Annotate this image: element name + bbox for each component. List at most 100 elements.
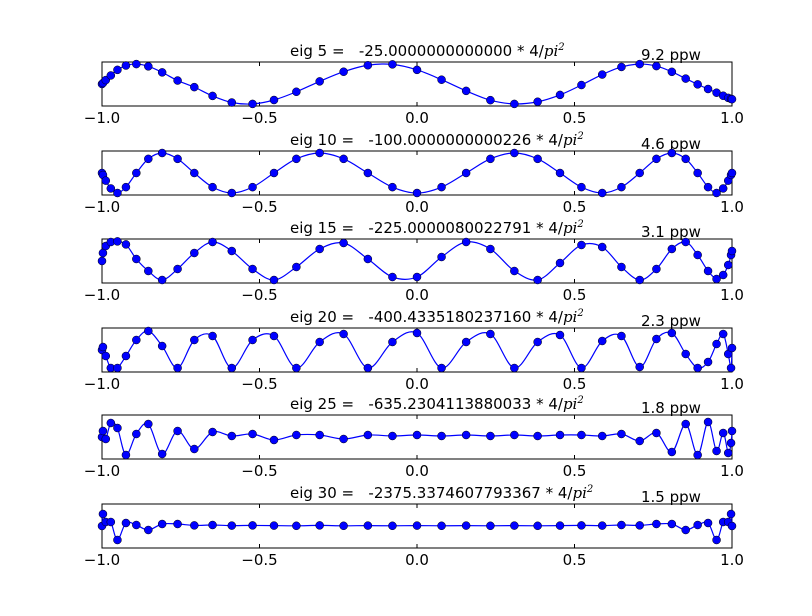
title-math: pi	[563, 395, 578, 413]
x-tick-label: 0.0	[405, 198, 429, 216]
data-point	[190, 335, 199, 345]
x-tick-label: −0.5	[241, 462, 277, 480]
data-point	[461, 521, 471, 530]
data-point	[681, 74, 690, 83]
data-point	[437, 252, 446, 262]
data-point	[248, 429, 257, 439]
data-point	[718, 428, 728, 438]
data-point	[726, 509, 736, 519]
data-point	[121, 240, 131, 249]
data-point	[693, 520, 702, 530]
data-point	[412, 188, 422, 198]
title-math: pi	[544, 42, 559, 60]
data-point	[555, 521, 565, 530]
data-point	[681, 419, 690, 429]
data-point	[157, 519, 167, 529]
data-point	[227, 431, 237, 441]
data-point	[269, 275, 279, 285]
x-tick-label: 0.5	[563, 286, 587, 304]
data-point	[667, 519, 677, 529]
title-prefix: eig 20 =	[290, 308, 368, 326]
subplot-title: eig 30 = -2375.3374607793367 * 4/pi2	[290, 484, 593, 502]
data-point	[144, 326, 153, 336]
data-point	[652, 519, 661, 529]
data-point	[227, 188, 237, 198]
data-point	[388, 337, 397, 347]
data-point	[555, 90, 565, 100]
data-point	[617, 520, 626, 530]
x-tick-label: 0.5	[563, 551, 587, 569]
subplot-title: eig 10 = -100.0000000000226 * 4/pi2	[290, 131, 584, 149]
data-point	[190, 248, 199, 258]
data-point	[437, 431, 446, 441]
data-point	[533, 97, 542, 107]
x-tick-label: −0.5	[241, 198, 277, 216]
data-point	[339, 521, 348, 531]
data-point	[363, 521, 373, 530]
data-point	[339, 67, 348, 76]
data-point	[388, 521, 397, 531]
subplot-title: eig 5 = -25.0000000000000 * 4/pi2	[290, 42, 565, 60]
data-point	[577, 430, 586, 440]
subplot-6: eig 30 = -2375.3374607793367 * 4/pi2 1.5 …	[84, 484, 744, 569]
data-point	[667, 447, 677, 457]
title-superscript: 2	[576, 308, 583, 319]
data-point	[157, 275, 167, 285]
title-superscript: 2	[576, 219, 583, 230]
data-point	[726, 363, 736, 373]
data-point	[227, 363, 237, 373]
data-point	[727, 426, 737, 436]
data-point	[269, 521, 279, 530]
data-point	[703, 357, 713, 367]
data-point	[339, 154, 348, 164]
title-math: pi	[563, 308, 578, 326]
data-point	[248, 264, 257, 274]
title-math: pi	[563, 131, 578, 149]
data-point	[461, 237, 471, 247]
title-math: pi	[563, 219, 578, 237]
data-point	[157, 449, 167, 459]
data-point	[315, 337, 324, 347]
x-tick-label: −1.0	[84, 462, 120, 480]
data-point	[577, 182, 586, 192]
data-point	[652, 61, 661, 71]
data-point	[292, 154, 301, 164]
title-prefix: eig 15 =	[290, 219, 368, 237]
title-suffix: * 4/	[536, 395, 564, 413]
data-point	[718, 270, 728, 280]
title-superscript: 2	[576, 131, 583, 142]
data-point	[597, 70, 607, 79]
data-point	[727, 168, 737, 178]
data-point	[703, 84, 713, 94]
data-point	[635, 436, 644, 446]
x-tick-label: −1.0	[84, 286, 120, 304]
data-point	[173, 363, 182, 373]
x-tick-label: 0.5	[563, 375, 587, 393]
data-point	[712, 535, 721, 545]
x-tick-label: −1.0	[84, 109, 120, 127]
data-point	[652, 334, 661, 344]
data-point	[98, 509, 108, 519]
data-point	[635, 59, 644, 69]
data-point	[388, 60, 397, 69]
data-point	[681, 237, 690, 247]
data-point	[712, 274, 721, 284]
data-point	[248, 182, 257, 192]
data-point	[292, 430, 301, 440]
data-point	[144, 525, 153, 535]
data-point	[437, 363, 446, 373]
data-point	[712, 339, 721, 349]
data-point	[555, 258, 565, 268]
x-tick-label: 0.0	[405, 375, 429, 393]
data-point	[98, 342, 108, 352]
data-point	[693, 363, 702, 373]
data-point	[652, 428, 661, 438]
data-point	[597, 336, 607, 346]
data-point	[363, 60, 373, 70]
data-point	[510, 363, 519, 373]
data-point	[681, 349, 690, 359]
data-point	[315, 430, 324, 440]
data-point	[533, 275, 542, 285]
data-point	[635, 521, 644, 530]
data-point	[315, 77, 324, 86]
